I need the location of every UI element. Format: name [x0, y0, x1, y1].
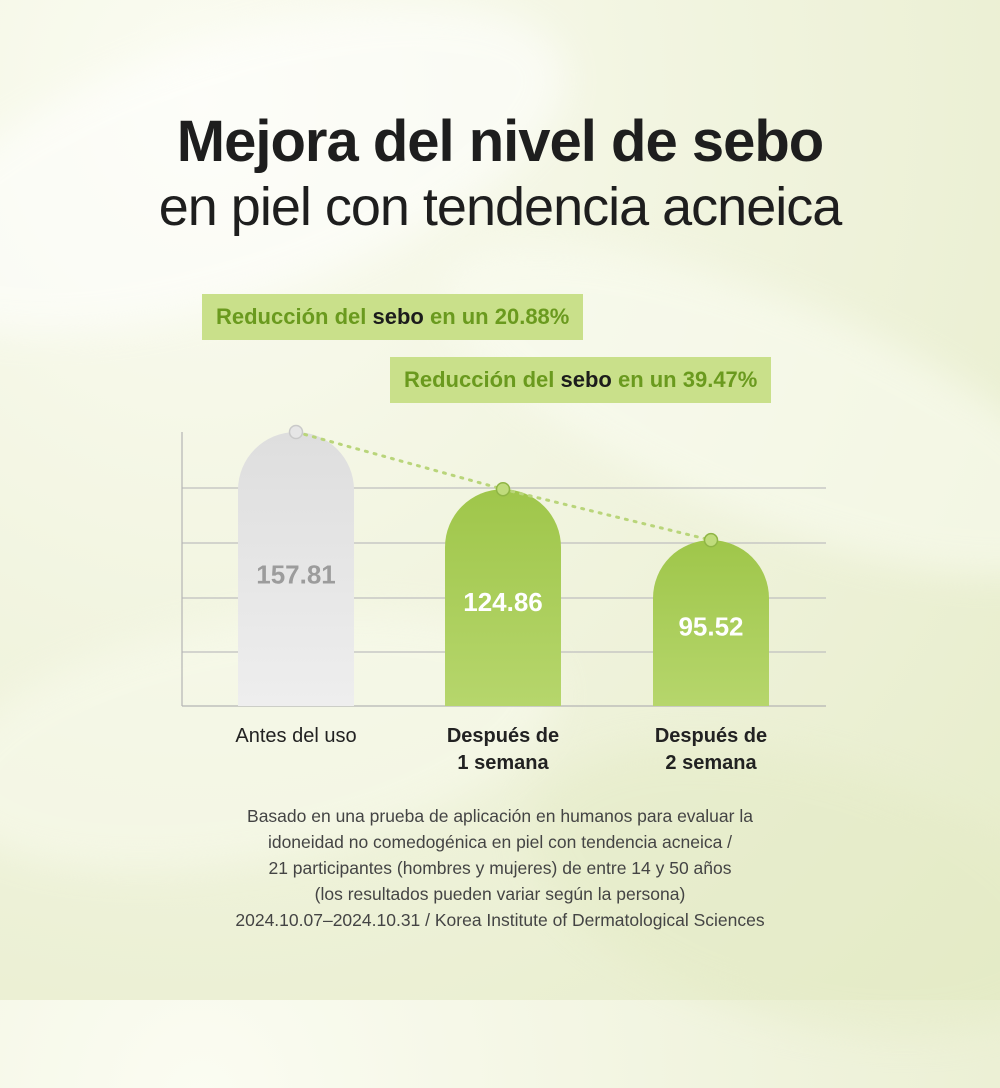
callout-highlight: sebo: [560, 367, 612, 392]
data-point-2: [495, 481, 511, 497]
trend-line: [501, 487, 713, 542]
callout-text: en un 20.88%: [423, 304, 570, 329]
chart-subtitle: en piel con tendencia acneica: [158, 177, 843, 237]
category-label-1: Antes del uso: [235, 725, 356, 747]
category-label-3: Después de: [655, 725, 767, 747]
note-line: idoneidad no comedogénica en piel con te…: [267, 832, 733, 852]
sebum-bar-chart: 157.81 124.86 95.52 Antes del uso Después de…: [181, 424, 826, 774]
callout-text: Reducción del: [216, 304, 373, 329]
bar-1: [238, 432, 354, 706]
data-point-1: [288, 424, 304, 440]
chart-title: Mejora del nivel de sebo: [176, 109, 824, 174]
category-label-3: 2 semana: [665, 752, 757, 774]
study-note: Basado en una prueba de aplicación en hu…: [0, 803, 1000, 933]
value-label-1: 157.81: [256, 559, 336, 589]
trend-line: [294, 430, 505, 491]
bar-2: [445, 489, 561, 706]
note-line: 21 participantes (hombres y mujeres) de …: [268, 858, 732, 878]
bar-3: [653, 540, 769, 706]
category-label-2: Después de: [447, 725, 559, 747]
reduction-callout-week2: Reducción del sebo en un 39.47%: [390, 357, 772, 403]
callout-highlight: sebo: [372, 304, 424, 329]
reduction-callout-week1: Reducción del sebo en un 20.88%: [202, 294, 584, 340]
note-line: Basado en una prueba de aplicación en hu…: [247, 806, 753, 826]
callout-text: Reducción del: [404, 367, 561, 392]
callout-text: en un 39.47%: [611, 367, 758, 392]
note-line: (los resultados pueden variar según la p…: [314, 884, 686, 904]
value-label-2: 124.86: [463, 587, 543, 617]
note-line: 2024.10.07–2024.10.31 / Korea Institute …: [235, 910, 765, 930]
value-label-3: 95.52: [678, 611, 743, 641]
data-point-3: [703, 532, 719, 548]
category-label-2: 1 semana: [457, 752, 549, 774]
